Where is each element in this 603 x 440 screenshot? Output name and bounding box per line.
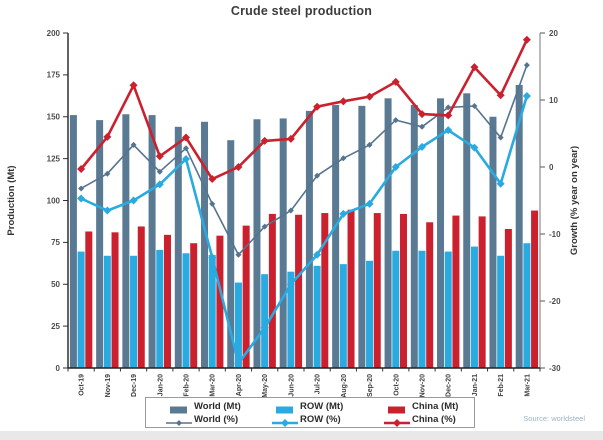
svg-text:-20: -20 [549, 297, 561, 306]
svg-text:Dec-19: Dec-19 [131, 374, 138, 397]
svg-text:Aug-20: Aug-20 [341, 374, 348, 398]
svg-text:0: 0 [549, 163, 554, 172]
svg-text:25: 25 [51, 322, 60, 331]
source-note: Source: worldsteel [523, 414, 585, 423]
svg-text:Feb-20: Feb-20 [184, 374, 191, 397]
china-pct-line-icon [384, 415, 410, 427]
svg-text:100: 100 [47, 196, 61, 205]
legend-item-world-mt: World (Mt) [166, 400, 241, 413]
x-axis: Oct-19 Nov-19 Dec-19 Jan-20 Feb-20 Mar-20 Apr-… [67, 368, 541, 398]
svg-text:May-20: May-20 [262, 374, 269, 398]
bar-series-china-mt [85, 209, 539, 368]
legend-item-row-mt: ROW (Mt) [272, 400, 343, 413]
line-series-china [77, 35, 531, 184]
legend-row-mt: World (Mt) ROW (Mt) China (Mt) [146, 400, 474, 413]
svg-text:Jul-20: Jul-20 [315, 374, 322, 394]
svg-text:Jan-21: Jan-21 [472, 374, 479, 396]
svg-text:50: 50 [51, 280, 60, 289]
left-axis-title: Production (Mt) [6, 165, 17, 235]
svg-text:125: 125 [47, 154, 61, 163]
legend-item-row-pct: ROW (%) [272, 413, 341, 427]
legend-row-pct: World (%) ROW (%) China (%) [146, 413, 474, 427]
bar-series-row-mt [77, 243, 531, 368]
svg-text:0: 0 [56, 364, 61, 373]
left-axis: 0 25 50 75 100 125 150 175 200 [47, 29, 68, 373]
world-pct-line-icon [166, 415, 192, 426]
svg-text:75: 75 [51, 238, 60, 247]
svg-text:Jun-20: Jun-20 [288, 374, 295, 397]
svg-text:200: 200 [47, 29, 61, 38]
bottom-strip [0, 431, 603, 440]
legend-label: ROW (%) [300, 414, 341, 425]
chart-title: Crude steel production [230, 4, 373, 18]
legend-item-china-pct: China (%) [384, 413, 456, 427]
row-pct-line-icon [272, 415, 298, 427]
legend-label: World (%) [194, 414, 239, 425]
svg-text:Jan-20: Jan-20 [157, 374, 164, 396]
svg-text:20: 20 [549, 29, 558, 38]
svg-text:Dec-20: Dec-20 [446, 374, 453, 397]
svg-text:-10: -10 [549, 230, 561, 239]
svg-text:Mar-20: Mar-20 [210, 374, 217, 397]
legend-label: World (Mt) [194, 401, 241, 412]
legend-label: China (%) [412, 414, 456, 425]
bar-series-world-mt [69, 84, 523, 369]
svg-text:Nov-20: Nov-20 [420, 374, 427, 397]
svg-text:Nov-19: Nov-19 [105, 374, 112, 397]
row-mt-swatch-icon [272, 402, 298, 413]
line-series-row [77, 91, 531, 368]
svg-text:-30: -30 [549, 364, 561, 373]
china-mt-swatch-icon [384, 402, 410, 413]
world-mt-swatch-icon [166, 402, 192, 413]
legend-label: China (Mt) [412, 401, 459, 412]
svg-text:Apr-20: Apr-20 [236, 374, 243, 396]
svg-text:Oct-19: Oct-19 [79, 374, 86, 396]
svg-text:175: 175 [47, 71, 61, 80]
legend-item-world-pct: World (%) [166, 413, 238, 426]
svg-text:10: 10 [549, 96, 558, 105]
svg-text:Feb-21: Feb-21 [498, 374, 505, 397]
svg-text:Sep-20: Sep-20 [367, 374, 374, 397]
right-axis: -30 -20 -10 0 10 20 [540, 29, 561, 373]
legend-label: ROW (Mt) [300, 401, 344, 412]
svg-text:150: 150 [47, 113, 61, 122]
right-axis-title: Growth (% year on year) [569, 146, 580, 255]
legend-item-china-mt: China (Mt) [384, 400, 458, 413]
svg-text:Mar-21: Mar-21 [524, 374, 531, 397]
chart-legend: World (Mt) ROW (Mt) China (Mt) World (%)… [145, 397, 475, 428]
svg-text:Oct-20: Oct-20 [393, 374, 400, 396]
